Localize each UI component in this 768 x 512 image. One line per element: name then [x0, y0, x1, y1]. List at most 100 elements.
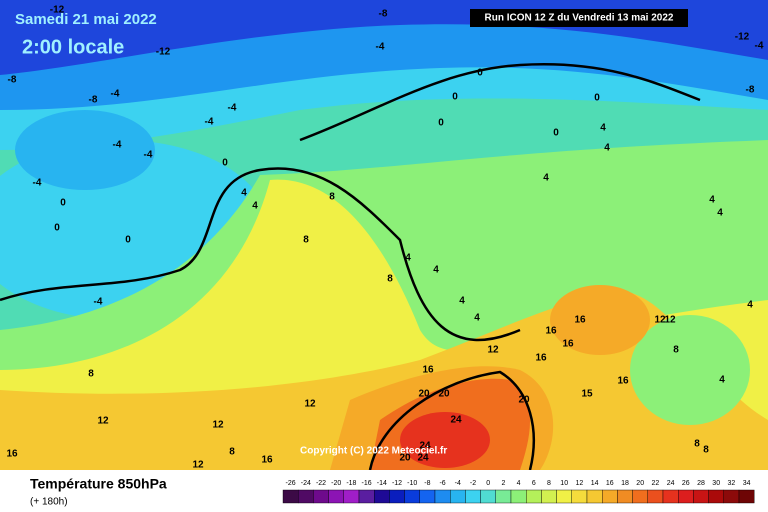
contour-label: 20 [438, 389, 450, 400]
contour-label: 8 [387, 274, 393, 285]
run-box [470, 9, 688, 27]
contour-label: -4 [94, 297, 103, 308]
contour-label: 4 [600, 123, 606, 134]
legend-label: -4 [455, 480, 461, 487]
legend-swatch [526, 489, 542, 504]
contour-label: -8 [8, 75, 17, 86]
legend-swatch [343, 489, 360, 504]
contour-label: 4 [405, 253, 411, 264]
footer-title: Température 850hPa [30, 476, 167, 492]
legend-swatch [282, 489, 299, 504]
legend-label: 6 [532, 480, 536, 487]
run-info: Run ICON 12 Z du Vendredi 13 mai 2022 [485, 13, 674, 24]
contour-label: 8 [694, 439, 700, 450]
contour-label: -4 [33, 178, 42, 189]
legend-label: 28 [697, 480, 705, 487]
contour-label: 16 [261, 455, 273, 466]
contour-label: 0 [553, 128, 559, 139]
legend-swatch [586, 489, 603, 504]
contour-label: 16 [617, 376, 629, 387]
legend-swatch [556, 489, 572, 504]
legend-swatch [647, 489, 664, 504]
legend-label: 4 [517, 480, 521, 487]
legend-label: 14 [591, 480, 599, 487]
legend-label: -14 [377, 480, 387, 487]
legend-label: -10 [407, 480, 417, 487]
legend-label: 18 [621, 480, 629, 487]
contour-label: 4 [717, 208, 723, 219]
legend-swatch [465, 489, 481, 504]
legend-swatch [358, 489, 375, 504]
contour-label: 0 [222, 158, 228, 169]
legend-swatch [617, 489, 633, 504]
legend-label: 24 [667, 480, 675, 487]
contour-label: 16 [545, 326, 557, 337]
legend-label: -22 [316, 480, 326, 487]
contour-label: -4 [376, 42, 385, 53]
legend-label: -16 [362, 480, 372, 487]
contour-label: 8 [673, 345, 679, 356]
legend-swatch [571, 489, 588, 504]
contour-label: 0 [54, 223, 60, 234]
legend-label: 0 [486, 480, 490, 487]
legend-swatch [434, 489, 451, 504]
contour-label: 4 [747, 300, 753, 311]
contour-label: 0 [594, 93, 600, 104]
legend-swatch [374, 489, 390, 504]
contour-label: 4 [604, 143, 610, 154]
legend-label: -20 [331, 480, 341, 487]
legend-swatch [662, 489, 679, 504]
legend-swatch [632, 489, 648, 504]
contour-label: -8 [746, 85, 755, 96]
legend-label: -12 [392, 480, 402, 487]
contour-label: 4 [459, 296, 465, 307]
contour-label: -4 [111, 89, 120, 100]
legend-label: 22 [652, 480, 660, 487]
contour-label: 8 [88, 369, 94, 380]
contour-label: 12 [97, 416, 109, 427]
legend-label: 26 [682, 480, 690, 487]
legend-label: 34 [743, 480, 751, 487]
contour-label: 20 [399, 453, 411, 464]
legend-swatch [328, 489, 345, 504]
contour-label: 8 [703, 445, 709, 456]
contour-label: 4 [474, 313, 480, 324]
contour-label: 0 [125, 235, 131, 246]
legend-label: 30 [712, 480, 720, 487]
legend-swatch [480, 489, 497, 504]
contour-label: -8 [89, 95, 98, 106]
contour-label: -12 [156, 47, 171, 58]
legend-label: 10 [560, 480, 568, 487]
legend-label: -6 [439, 480, 445, 487]
forecast-time: 2:00 locale [22, 36, 124, 58]
contour-label: 4 [241, 188, 247, 199]
contour-label: 20 [418, 389, 430, 400]
legend-swatch [693, 489, 709, 504]
legend-label: -18 [346, 480, 356, 487]
legend-swatch [404, 489, 421, 504]
legend-label: 12 [576, 480, 584, 487]
legend-label: 20 [636, 480, 644, 487]
legend-swatch [389, 489, 405, 504]
footer-lead: (+ 180h) [30, 497, 68, 508]
legend-label: -24 [301, 480, 311, 487]
contour-label: -4 [113, 140, 122, 151]
contour-label: -4 [144, 150, 153, 161]
contour-label: 16 [6, 449, 18, 460]
contour-label: 24 [417, 453, 429, 464]
contour-label: 24 [450, 415, 462, 426]
contour-label: -4 [755, 41, 764, 52]
contour-label: 4 [433, 265, 439, 276]
contour-label: 0 [477, 68, 483, 79]
legend-swatch [678, 489, 694, 504]
contour-label: 16 [562, 339, 574, 350]
contour-label: 20 [518, 395, 530, 406]
legend-swatch [541, 489, 557, 504]
legend-swatch [723, 489, 740, 504]
legend-swatch [708, 489, 724, 504]
contour-label: 4 [719, 375, 725, 386]
legend-swatch [313, 489, 329, 504]
legend-swatch [450, 489, 466, 504]
contour-label: 24 [419, 441, 431, 452]
contour-label: 0 [60, 198, 66, 209]
